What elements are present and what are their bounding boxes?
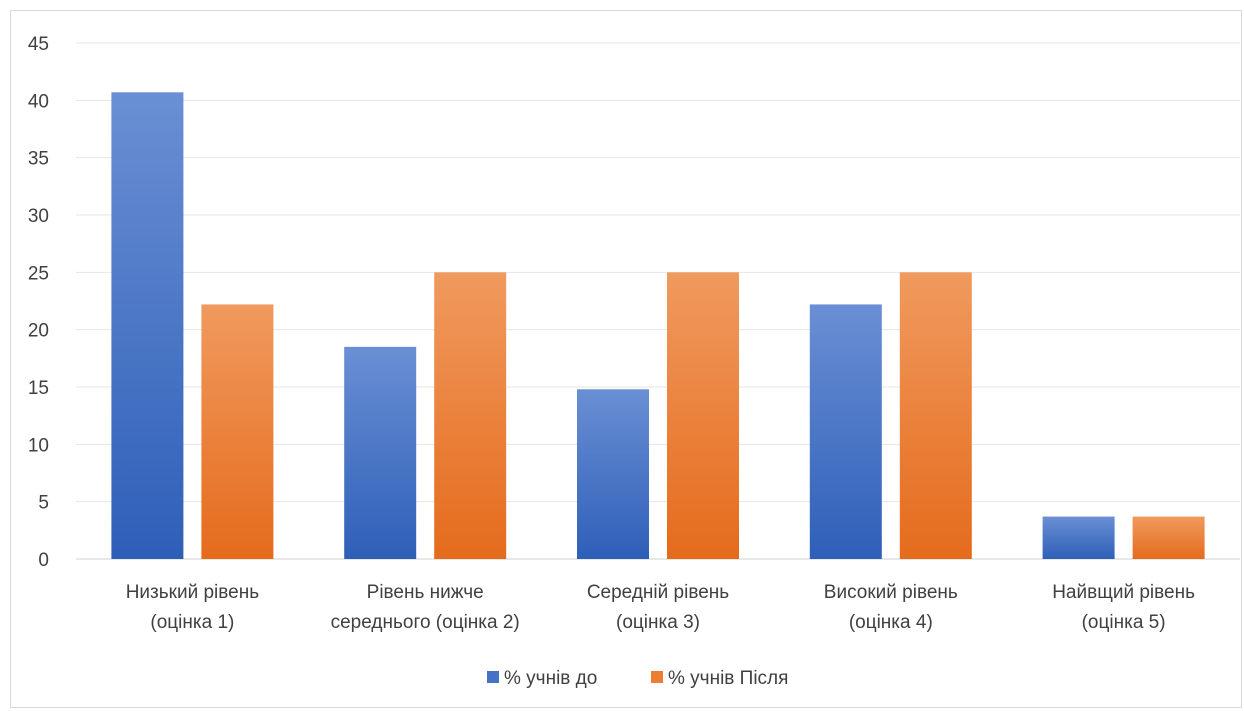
- bar-before: [1042, 516, 1115, 559]
- legend-swatch: [487, 671, 499, 683]
- x-category-label: Рівень нижче середнього (оцінка 2): [331, 582, 520, 633]
- y-tick-label: 5: [38, 493, 49, 514]
- bar-after: [667, 272, 739, 559]
- y-tick-label: 15: [28, 378, 49, 399]
- bar-after: [1132, 516, 1205, 559]
- x-category-label: Низький рівень (оцінка 1): [126, 582, 259, 633]
- y-tick-label: 20: [28, 321, 49, 342]
- bar-before: [809, 304, 882, 559]
- x-category-label: Найвщий рівень (оцінка 5): [1052, 582, 1195, 633]
- y-tick-label: 10: [28, 435, 49, 456]
- y-tick-label: 40: [28, 91, 49, 112]
- bar-after: [434, 272, 507, 559]
- legend-swatch: [651, 671, 663, 683]
- y-tick-label: 35: [28, 149, 49, 170]
- bar-after: [899, 272, 972, 559]
- legend-label: % учнів до: [504, 668, 597, 689]
- x-category-label: Середній рівень (оцінка 3): [587, 582, 729, 633]
- bar-before: [111, 92, 184, 559]
- x-category-label: Високий рівень (оцінка 4): [824, 582, 958, 633]
- y-tick-label: 0: [38, 550, 49, 571]
- legend-label: % учнів Після: [668, 668, 788, 689]
- bar-after: [201, 304, 274, 559]
- y-tick-label: 45: [28, 34, 49, 55]
- bar-before: [577, 389, 649, 559]
- y-tick-label: 30: [28, 206, 49, 227]
- bar-before: [344, 346, 417, 559]
- y-tick-label: 25: [28, 263, 49, 284]
